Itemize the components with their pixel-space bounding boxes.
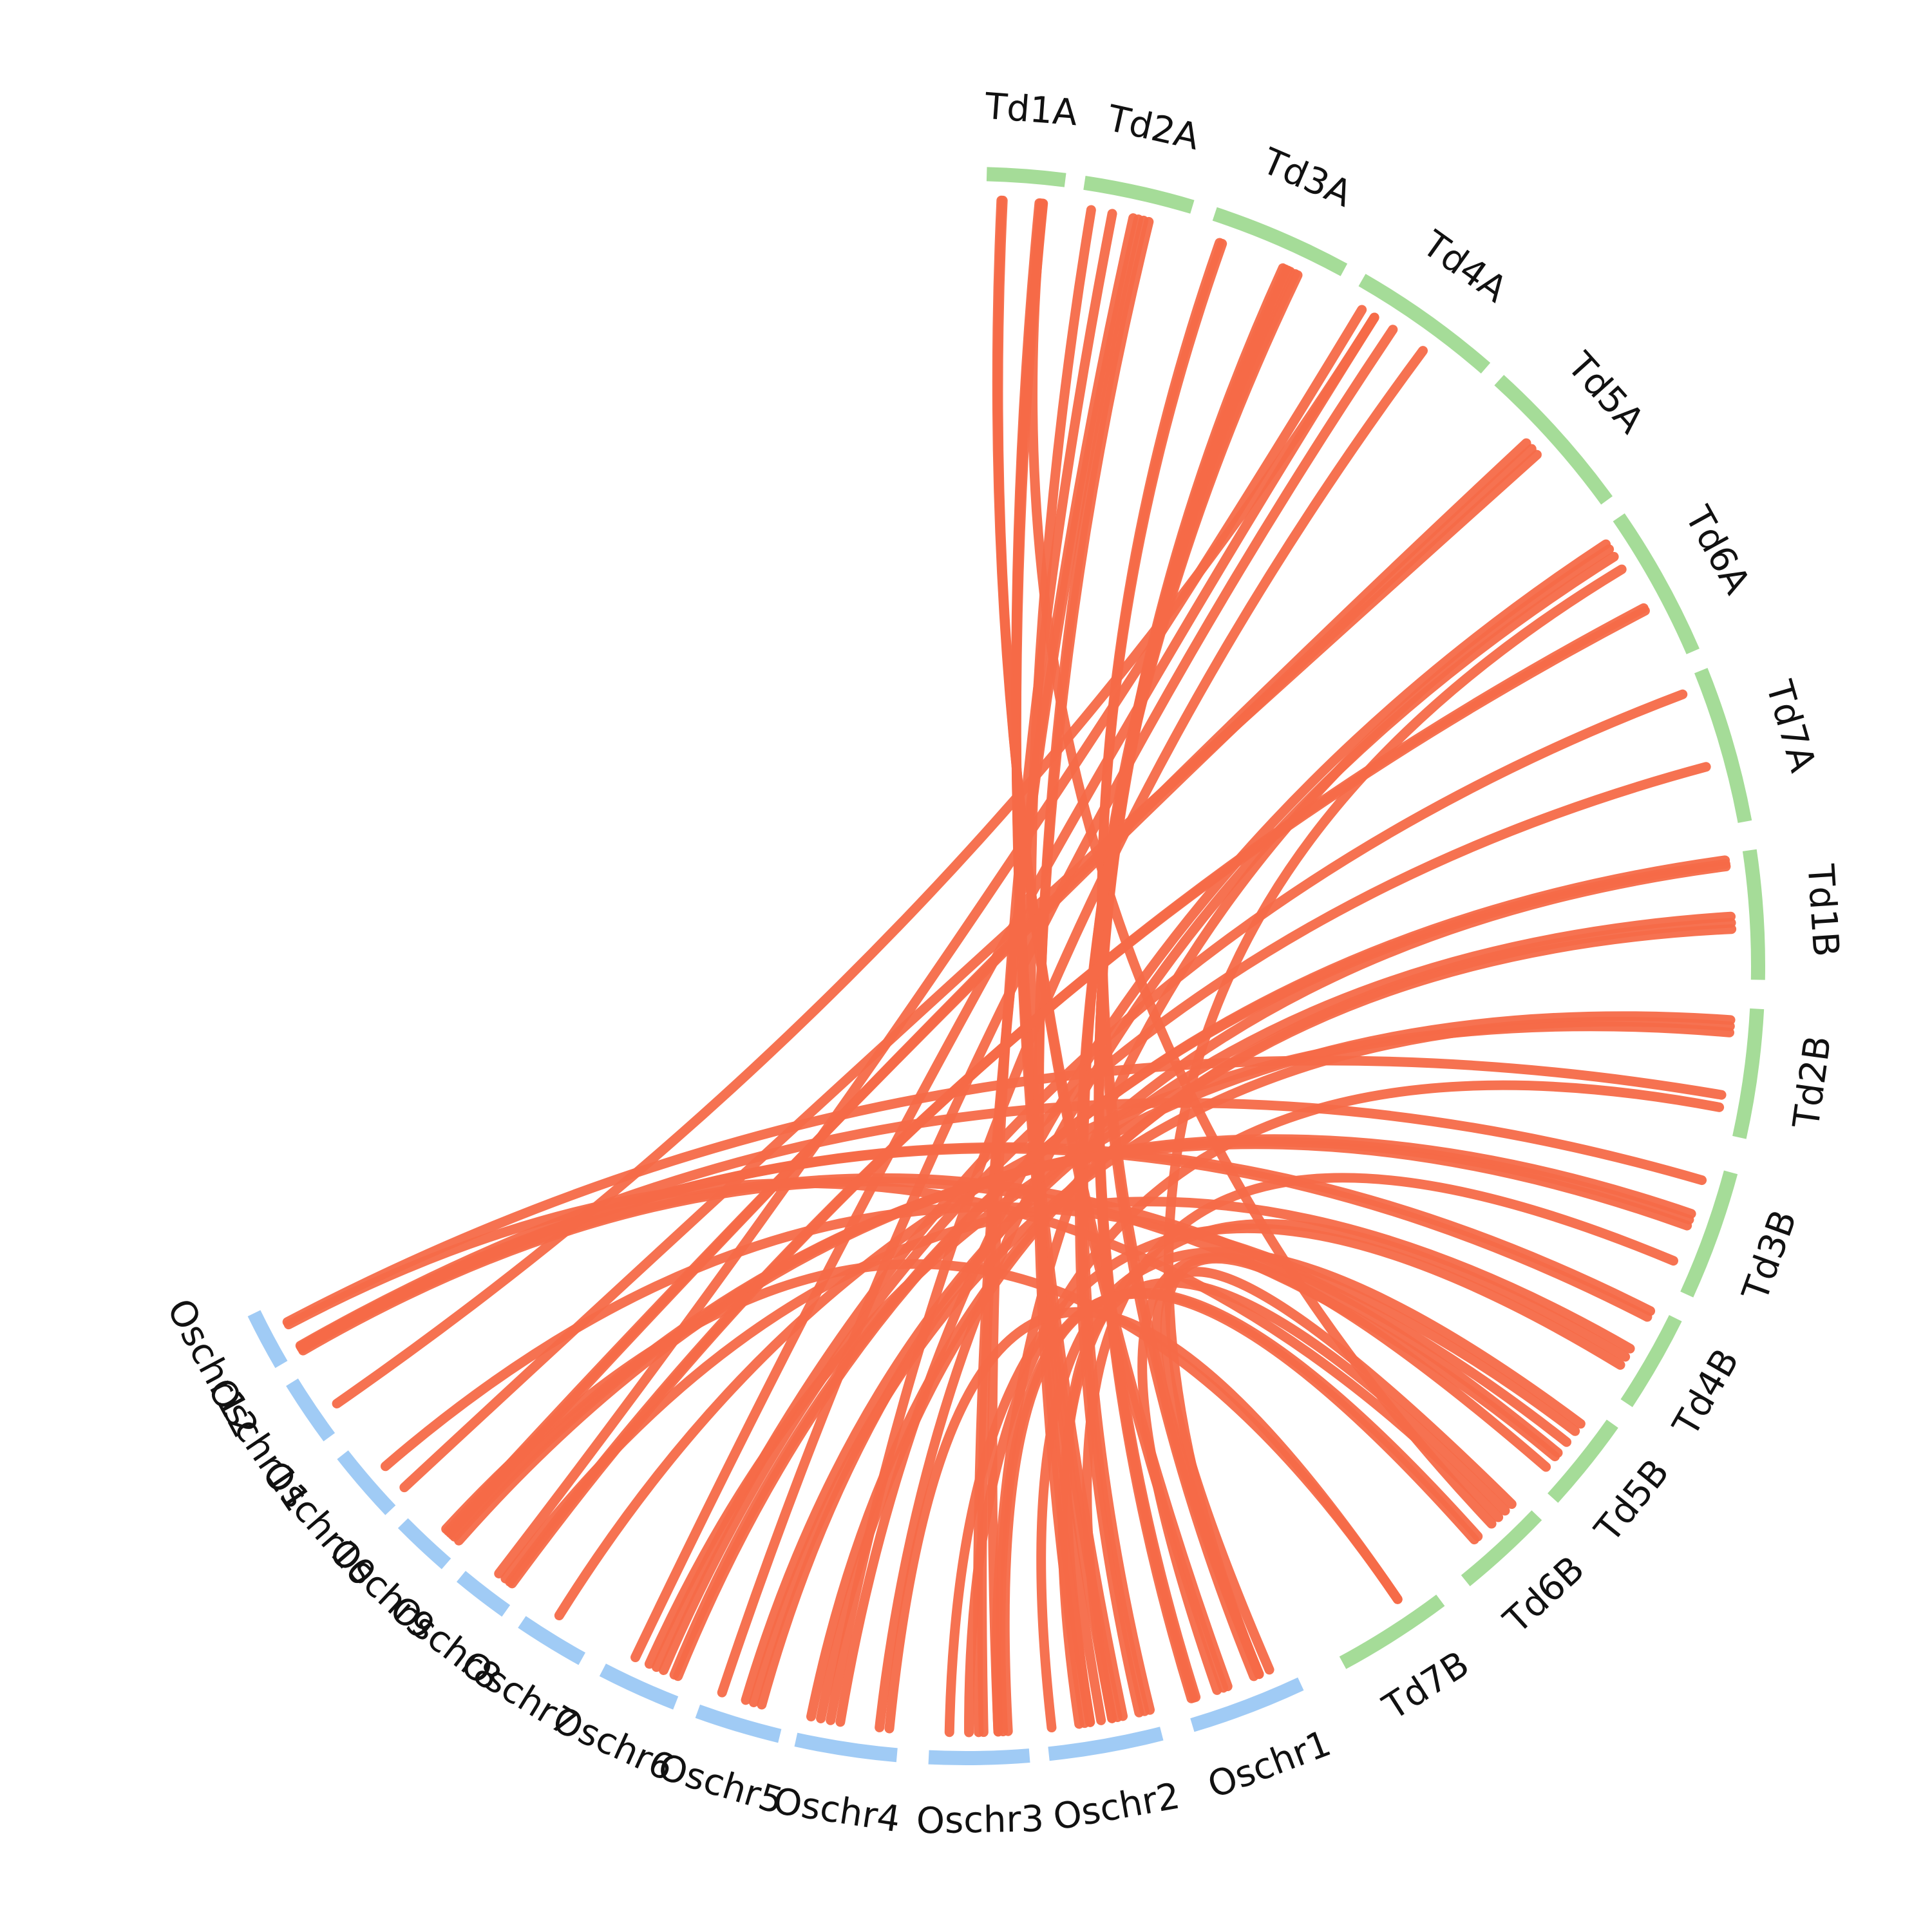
synteny-link	[658, 762, 1711, 1675]
chromosome-label-td3b: Td3B	[1734, 1205, 1805, 1307]
synteny-link	[297, 1173, 1572, 1447]
chromosome-arc-oschr7	[518, 1616, 586, 1665]
chromosome-arc-oschr3	[928, 1748, 1030, 1765]
synteny-link	[332, 312, 1379, 1408]
chromosome-label-td5b: Td5B	[1587, 1452, 1678, 1551]
synteny-link	[283, 1178, 1504, 1522]
chromosome-label-td4a: Td4A	[1414, 223, 1515, 311]
synteny-link	[964, 1080, 1725, 1738]
chromosome-arc-oschr9	[397, 1518, 451, 1569]
chromosome-arc-td4a	[1358, 274, 1491, 374]
chromosome-label-td1a: Td1A	[983, 86, 1079, 135]
chromosome-label-td2b: Td2B	[1785, 1033, 1839, 1131]
chromosome-label-oschr1: Oschr1	[1202, 1723, 1336, 1807]
chromosome-arc-oschr5	[695, 1704, 782, 1743]
chromosome-label-oschr4: Oschr4	[770, 1780, 903, 1841]
chromosome-label-td3a: Td3A	[1256, 140, 1358, 216]
chromosome-arc-td5b	[1548, 1419, 1618, 1503]
synteny-link	[505, 605, 1650, 1587]
synteny-link	[1164, 564, 1627, 1680]
synteny-link	[875, 551, 1619, 1732]
synteny-link	[1075, 270, 1303, 1718]
synteny-link	[554, 1021, 1735, 1621]
synteny-link	[1137, 1252, 1563, 1695]
chromosome-label-td7a: Td7A	[1757, 676, 1824, 777]
chromosome-arc-td3b	[1680, 1170, 1738, 1298]
chromosome-arc-td4b	[1620, 1315, 1682, 1407]
chromosome-arc-oschr4	[794, 1732, 898, 1763]
synteny-link	[500, 1197, 1635, 1584]
chromosome-label-td7b: Td7B	[1376, 1643, 1477, 1729]
chromosome-arc-td2b	[1732, 1008, 1765, 1139]
chromosome-label-td6a: Td6A	[1676, 499, 1758, 601]
chromosome-label-td5a: Td5A	[1558, 344, 1652, 441]
synteny-link	[717, 325, 1398, 1698]
chromosome-arc-oschr10	[337, 1450, 396, 1515]
synteny-link	[944, 1224, 1625, 1738]
chromosome-arc-td6a	[1613, 513, 1700, 654]
synteny-link	[996, 1289, 1479, 1737]
synteny-link	[282, 1056, 1727, 1327]
synteny-link	[1057, 1218, 1631, 1729]
chromosome-label-td2a: Td2A	[1103, 97, 1203, 158]
chromosome-label-oschr3: Oschr3	[916, 1798, 1044, 1842]
chromosome-label-td1b: Td1B	[1799, 862, 1846, 958]
chromosome-arc-oschr12	[247, 1310, 288, 1368]
chromosome-arc-td1a	[986, 167, 1066, 187]
chromosome-arc-oschr8	[456, 1571, 511, 1617]
links-layer	[282, 195, 1737, 1738]
synteny-link	[494, 305, 1367, 1578]
chromosome-arc-oschr2	[1048, 1727, 1164, 1761]
synteny-link	[1033, 216, 1154, 1728]
chromosome-label-td6b: Td6B	[1495, 1548, 1593, 1642]
synteny-link	[1151, 1267, 1517, 1680]
chromosome-label-td4b: Td4B	[1665, 1342, 1748, 1444]
chromosome-arc-td1b	[1742, 849, 1765, 980]
chromosome-arc-oschr6	[599, 1663, 679, 1710]
chromosome-arcs	[247, 167, 1765, 1765]
synteny-link	[295, 1098, 1707, 1351]
chromosome-arc-oschr1	[1190, 1677, 1304, 1732]
chromosome-arc-oschr11	[286, 1378, 336, 1442]
chromosome-arc-td5a	[1494, 375, 1613, 505]
chromosome-arc-td6b	[1461, 1510, 1542, 1587]
synteny-link	[1160, 1253, 1551, 1675]
synteny-link	[399, 450, 1542, 1493]
synteny-link	[1036, 1247, 1586, 1733]
chromosome-arc-td2a	[1083, 175, 1195, 214]
chromosome-label-oschr2: Oschr2	[1050, 1775, 1184, 1839]
synteny-link	[1082, 1173, 1678, 1723]
chromosome-arc-td3a	[1212, 207, 1348, 276]
synteny-link	[806, 924, 1737, 1721]
chromosome-arc-td7b	[1339, 1595, 1445, 1669]
chromosome-arc-td7a	[1694, 668, 1752, 823]
chromosome-label-oschr12: Oschr12	[158, 1292, 266, 1444]
synteny-link	[884, 1307, 1403, 1734]
